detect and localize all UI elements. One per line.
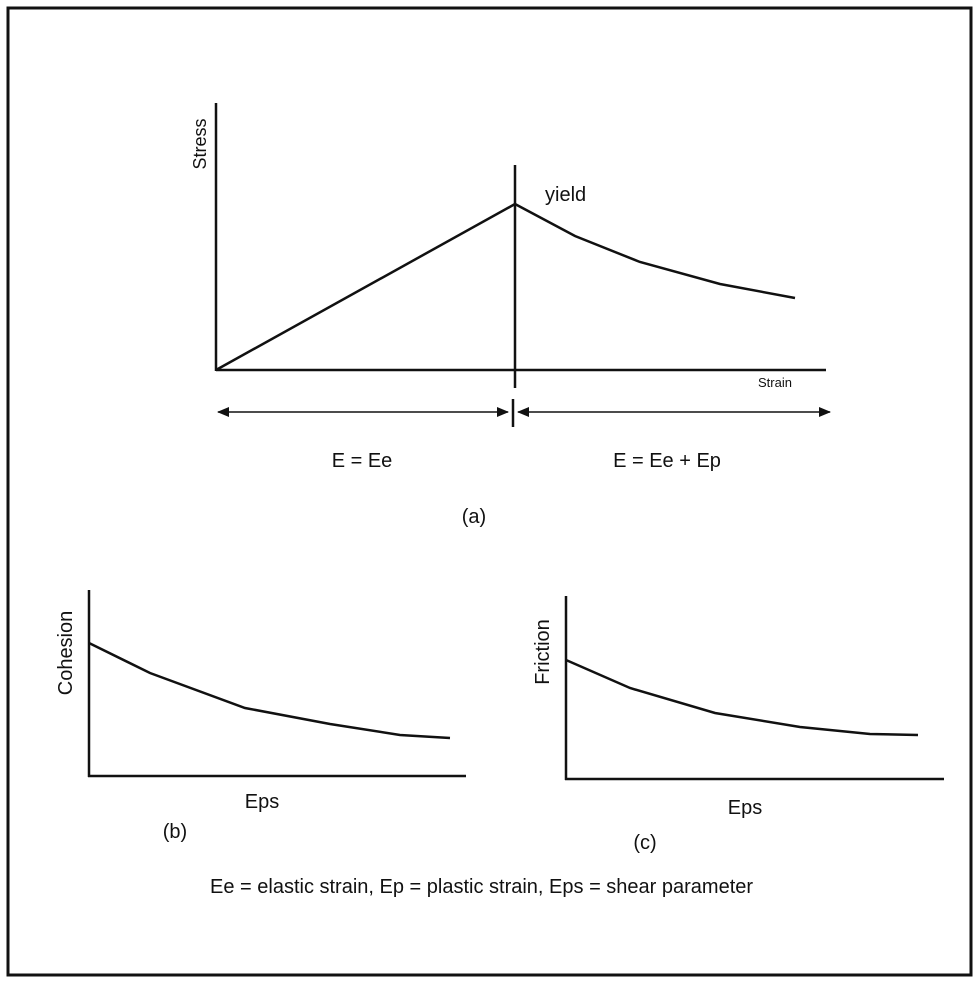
panel-a: Stress Strain yield E = Ee E = Ee + Ep (… (190, 103, 831, 528)
panel-c: Friction Eps (c) (532, 596, 944, 854)
softening-segment (514, 202, 796, 300)
panel-b-eps-label: Eps (245, 791, 279, 813)
abbreviation-legend: Ee = elastic strain, Ep = plastic strain… (210, 876, 753, 898)
panel-c-caption: (c) (633, 832, 656, 854)
panel-a-caption: (a) (462, 506, 486, 528)
stress-axis-label: Stress (190, 118, 210, 169)
panel-c-eps-label: Eps (728, 797, 762, 819)
cohesion-axis-label: Cohesion (55, 611, 77, 696)
friction-axis-label: Friction (532, 619, 554, 685)
plastic-region-label: E = Ee + Ep (613, 450, 721, 472)
strain-axis-label: Strain (758, 375, 792, 390)
elastic-region-label: E = Ee (332, 450, 393, 472)
elastic-segment (215, 202, 516, 372)
figure-frame (6, 6, 973, 977)
friction-curve (565, 658, 919, 737)
panel-b-caption: (b) (163, 821, 187, 843)
panel-b: Cohesion Eps (b) (55, 590, 466, 843)
yield-label: yield (545, 184, 586, 206)
cohesion-curve (88, 641, 451, 740)
